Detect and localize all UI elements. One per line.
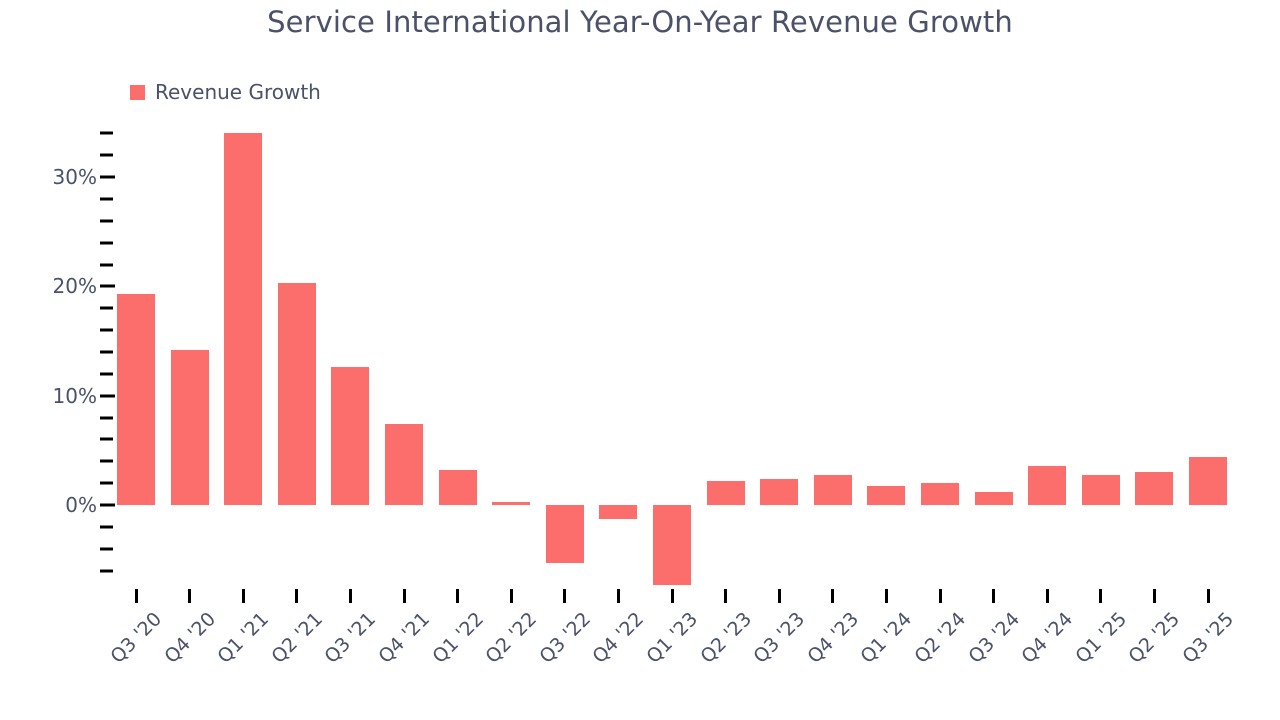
x-tick — [616, 589, 620, 603]
bar[interactable] — [117, 294, 155, 505]
y-tick-minor — [100, 153, 113, 157]
y-axis-label-3: 30% — [52, 165, 97, 190]
x-tick — [1206, 589, 1210, 603]
x-tick — [1099, 589, 1103, 603]
x-tick — [777, 589, 781, 603]
x-tick — [563, 589, 567, 603]
x-tick — [1152, 589, 1156, 603]
y-tick-minor — [100, 547, 113, 551]
legend-swatch-revenue-growth — [130, 84, 145, 100]
y-tick-minor — [100, 437, 113, 441]
y-tick-major — [100, 394, 115, 398]
y-tick-major — [100, 175, 115, 179]
y-tick-minor — [100, 306, 113, 310]
y-tick-minor — [100, 241, 113, 245]
y-tick-minor — [100, 569, 113, 573]
y-tick-minor — [100, 459, 113, 463]
x-tick — [831, 589, 835, 603]
y-tick-minor — [100, 416, 113, 420]
bar[interactable] — [867, 486, 906, 505]
bar[interactable] — [385, 424, 423, 505]
legend-label-revenue-growth: Revenue Growth — [155, 80, 321, 104]
bar[interactable] — [813, 475, 852, 505]
y-axis-label-1: 10% — [52, 383, 97, 408]
y-axis-label-0: 0% — [65, 493, 97, 517]
x-tick — [938, 589, 942, 603]
x-tick — [884, 589, 888, 603]
x-tick — [670, 589, 674, 603]
bar[interactable] — [224, 133, 263, 505]
bar[interactable] — [1189, 456, 1227, 505]
x-tick — [295, 589, 299, 603]
bar[interactable] — [277, 283, 316, 505]
x-tick — [188, 589, 192, 603]
y-tick-minor — [100, 372, 113, 376]
bar[interactable] — [974, 491, 1013, 505]
x-tick — [134, 589, 138, 603]
bar[interactable] — [653, 505, 691, 585]
bar[interactable] — [1028, 465, 1067, 505]
chart-title: Service International Year-On-Year Reven… — [267, 5, 1013, 39]
y-tick-minor — [100, 525, 113, 529]
y-tick-major — [100, 284, 115, 288]
y-tick-minor — [100, 219, 113, 223]
x-tick — [509, 589, 513, 603]
bar[interactable] — [492, 501, 531, 505]
x-tick — [1045, 589, 1049, 603]
y-tick-minor — [100, 197, 113, 201]
y-tick-minor — [100, 350, 113, 354]
bar[interactable] — [545, 505, 584, 563]
bar[interactable] — [921, 483, 959, 505]
y-tick-minor — [100, 263, 113, 267]
y-tick-minor — [100, 328, 113, 332]
y-tick-minor — [100, 481, 113, 485]
bar[interactable] — [438, 470, 477, 505]
x-tick — [241, 589, 245, 603]
x-tick — [992, 589, 996, 603]
bar[interactable] — [706, 480, 745, 505]
y-tick-major — [100, 503, 115, 507]
chart-legend: Revenue Growth — [130, 80, 321, 104]
bar[interactable] — [170, 349, 209, 505]
bar[interactable] — [1081, 475, 1120, 505]
x-tick — [456, 589, 460, 603]
bar[interactable] — [1135, 472, 1174, 505]
bar[interactable] — [760, 478, 799, 505]
bar[interactable] — [599, 505, 638, 520]
y-axis-tick-labels: 0% 10% 20% 30% — [0, 0, 97, 720]
x-tick — [724, 589, 728, 603]
y-axis-label-2: 20% — [52, 274, 97, 299]
y-tick-minor — [100, 131, 113, 135]
x-tick — [402, 589, 406, 603]
x-tick — [348, 589, 352, 603]
bar[interactable] — [331, 367, 370, 505]
